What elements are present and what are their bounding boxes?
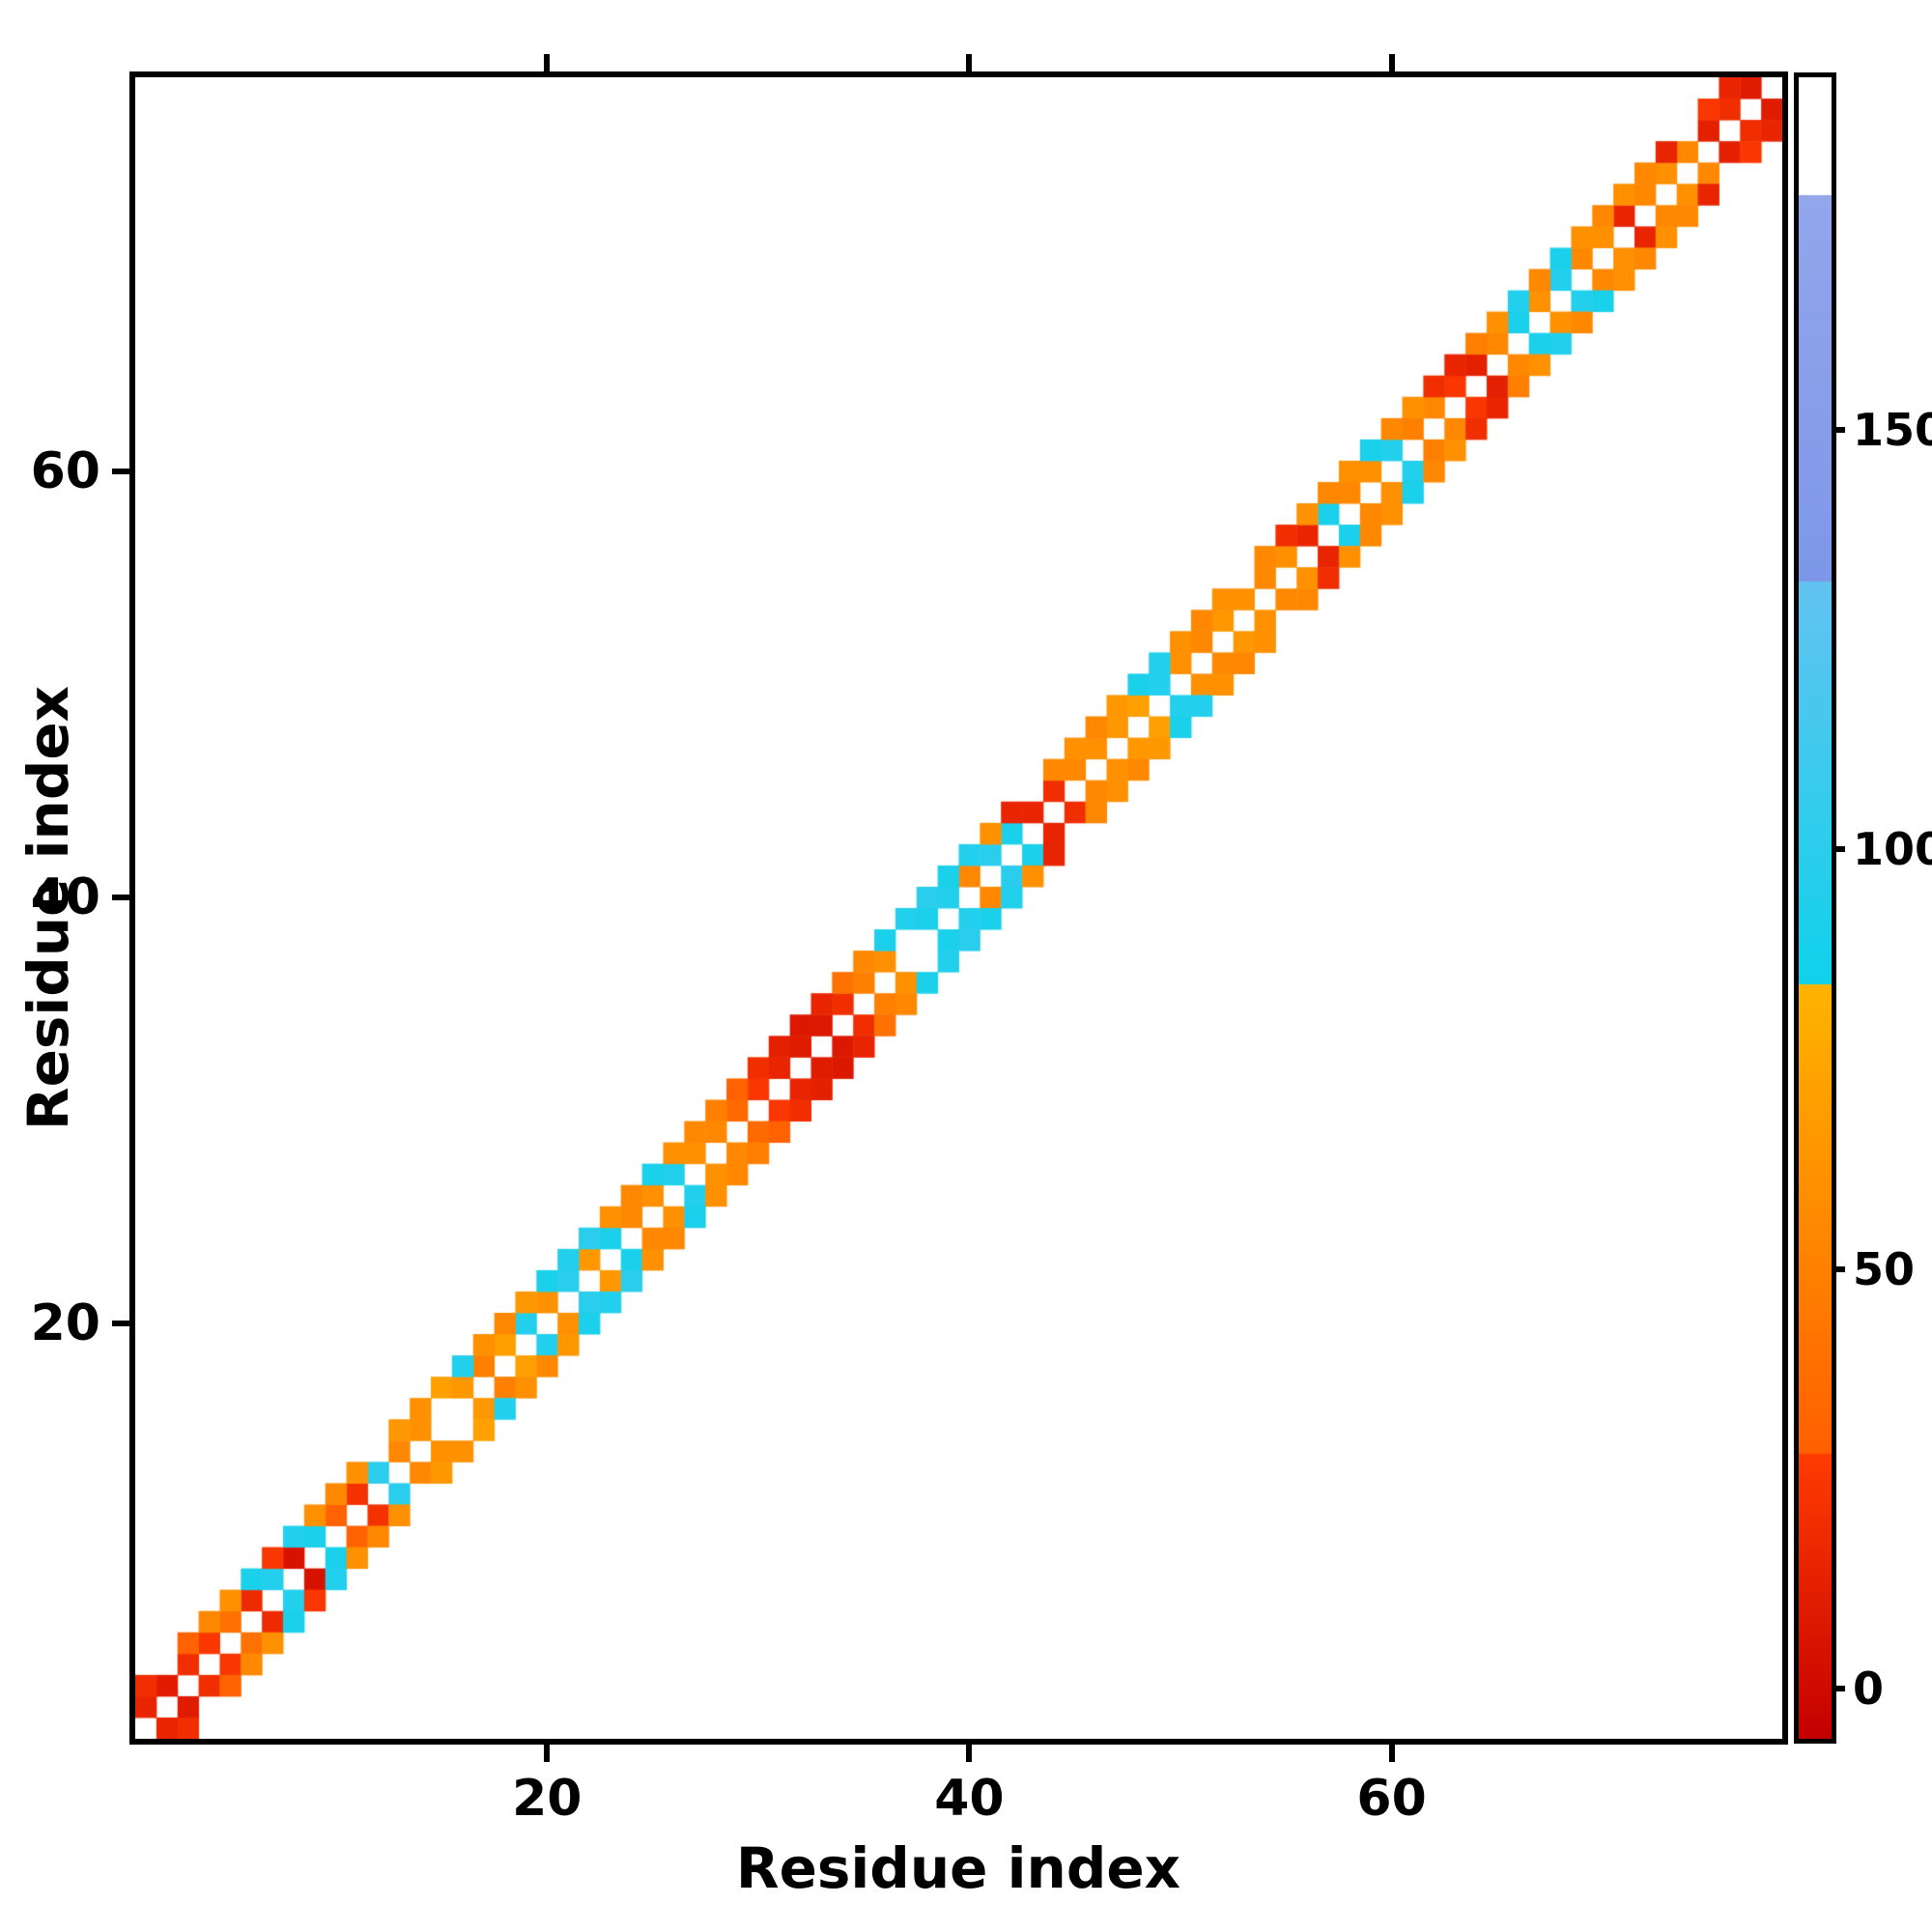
colorbar-tick-mark [1832,1685,1845,1691]
colorbar-tick-label: 100 [1853,823,1932,876]
y-tick-label: 60 [30,441,100,500]
colorbar-gradient [1799,77,1832,1739]
y-tick-label: 40 [30,867,100,926]
y-tick-mark [112,468,135,474]
plot-frame [129,71,1788,1745]
x-top-tick-mark [1388,54,1395,77]
x-tick-mark [1388,1739,1395,1762]
x-tick-mark [966,1739,973,1762]
x-top-tick-mark [544,54,551,77]
colorbar-tick-label: 150 [1853,403,1932,456]
colorbar-tick-mark [1832,846,1845,853]
x-tick-label: 20 [512,1770,582,1828]
colorbar-tick-mark [1832,426,1845,433]
colorbar [1794,72,1836,1744]
x-axis-label: Residue index [735,1835,1181,1901]
x-tick-label: 40 [934,1770,1005,1828]
heatmap-canvas [135,77,1782,1739]
x-top-tick-mark [966,54,973,77]
y-tick-mark [112,894,135,900]
x-tick-label: 60 [1356,1770,1427,1828]
colorbar-tick-mark [1832,1265,1845,1272]
x-tick-mark [544,1739,551,1762]
y-tick-label: 20 [30,1294,100,1352]
colorbar-tick-label: 50 [1853,1242,1916,1295]
colorbar-tick-label: 0 [1853,1662,1885,1715]
y-tick-mark [112,1321,135,1326]
